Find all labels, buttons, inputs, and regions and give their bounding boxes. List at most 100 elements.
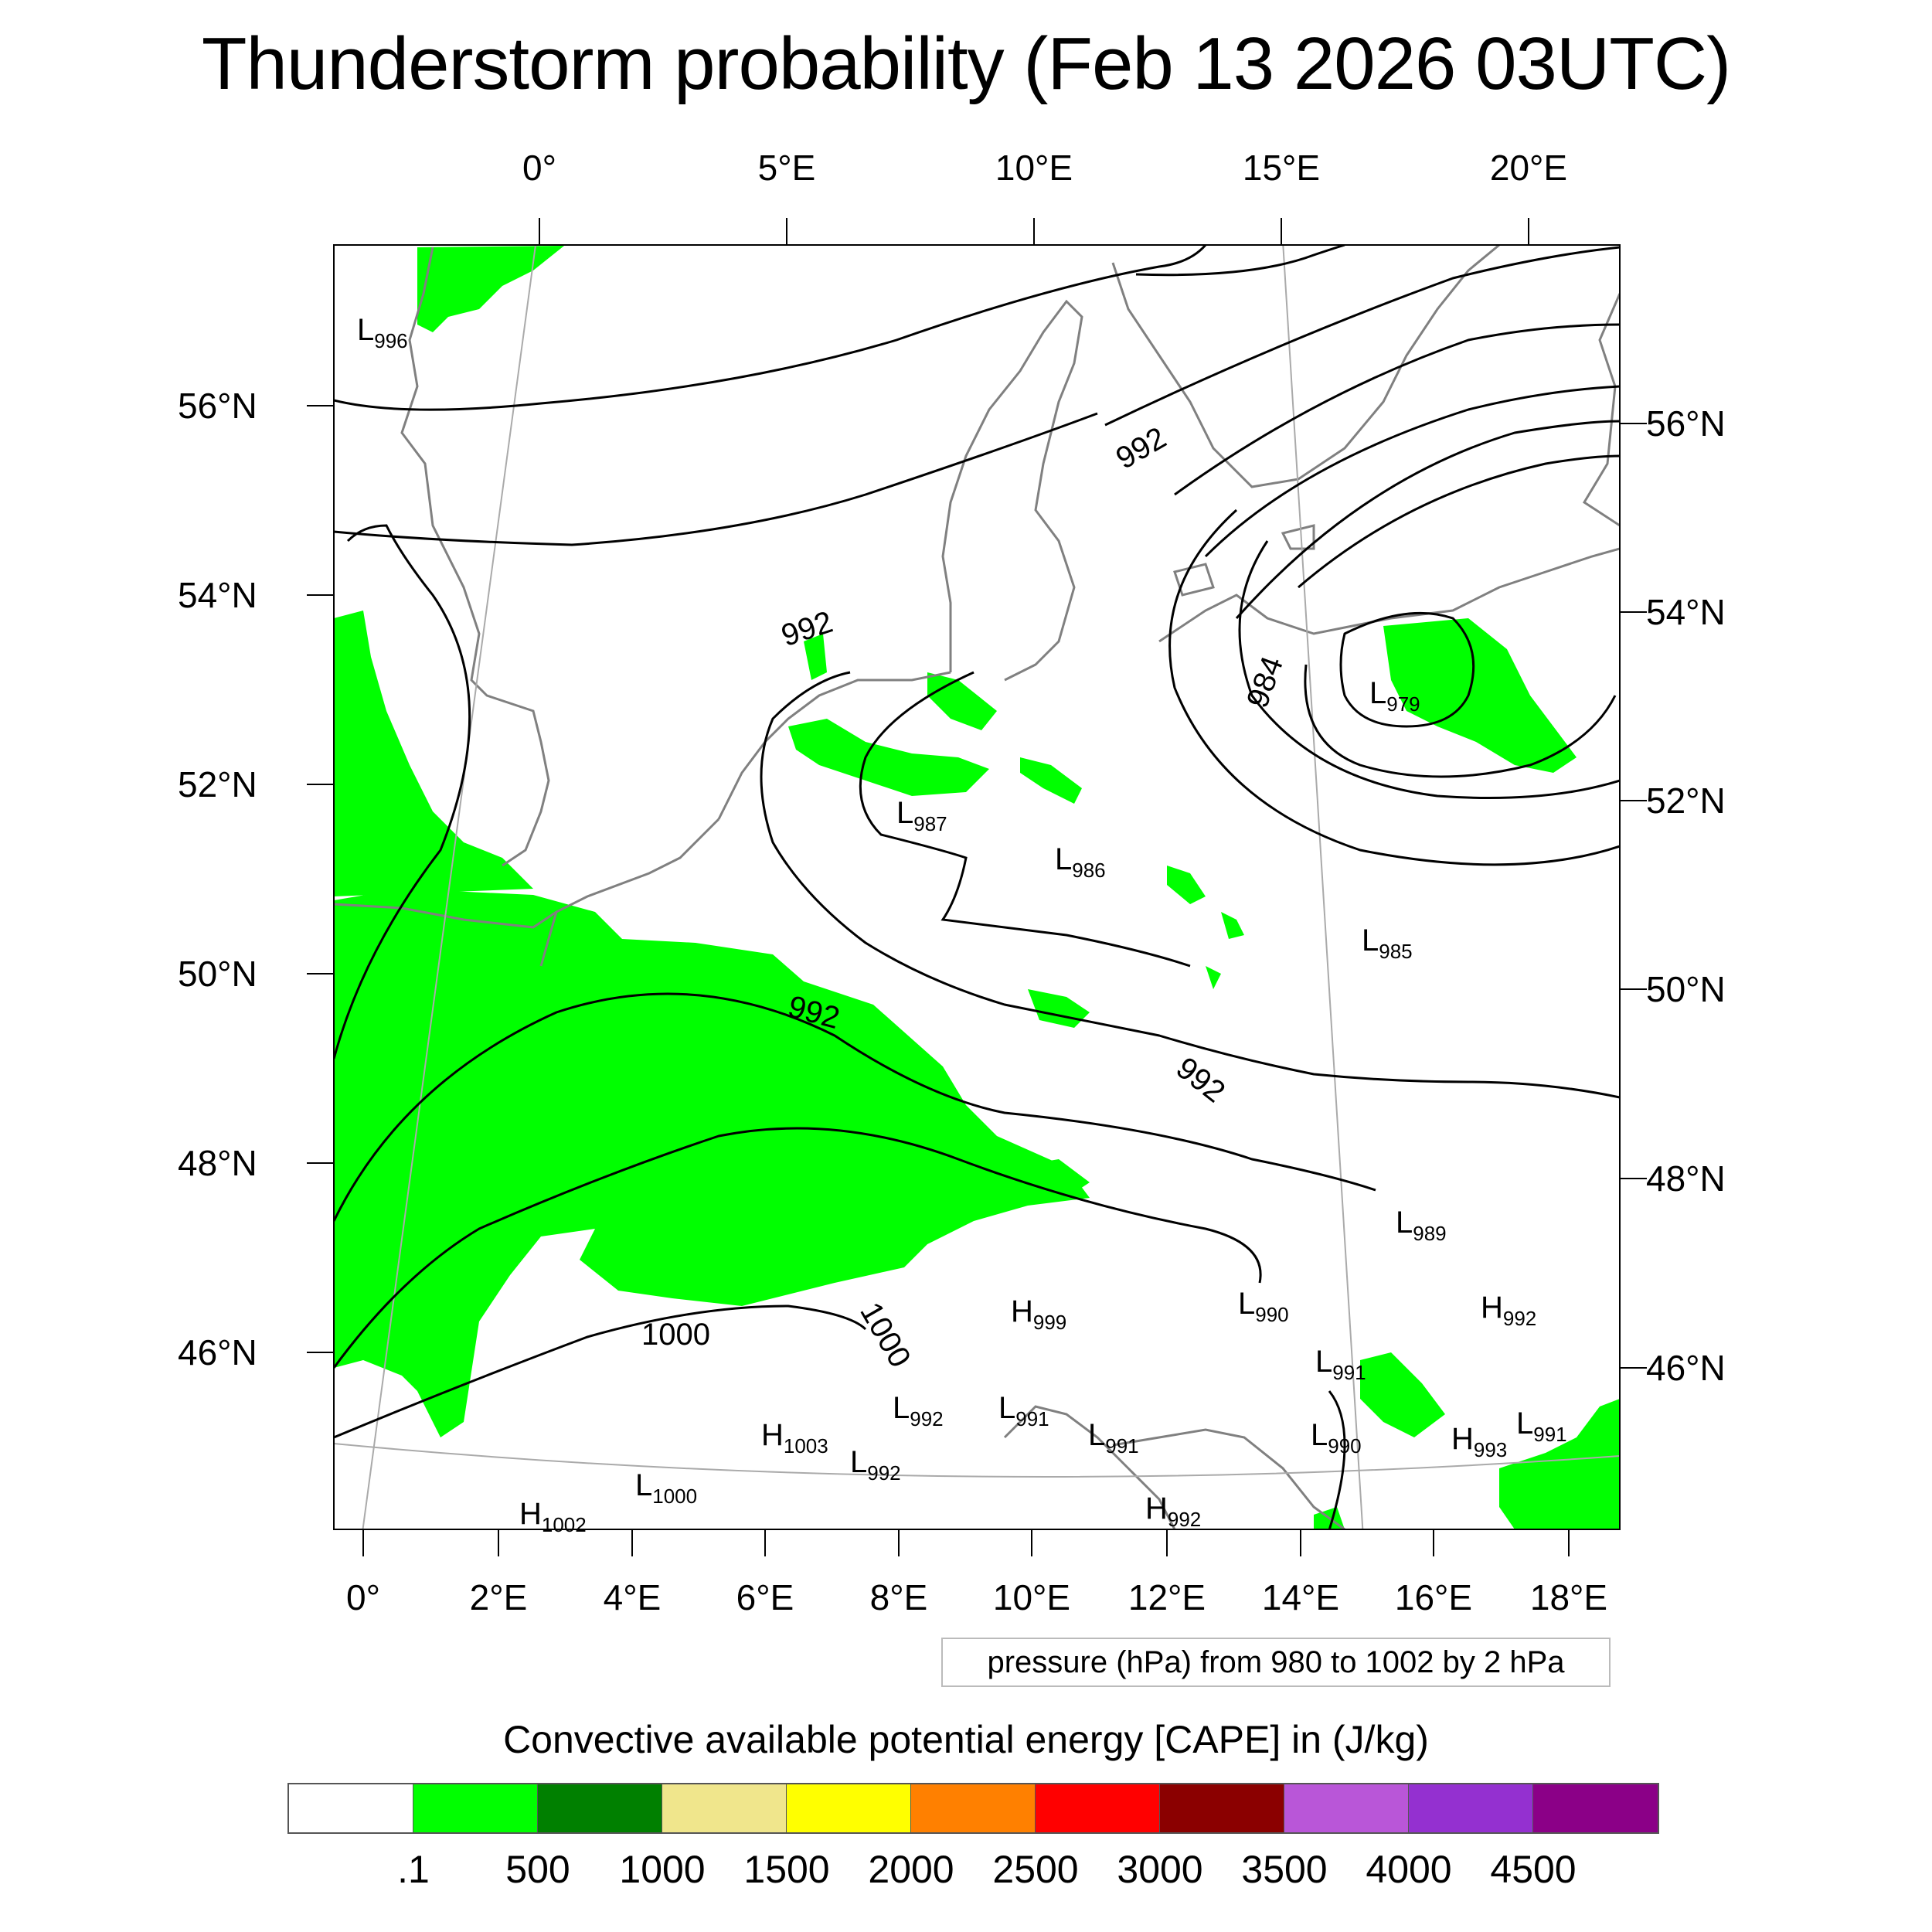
colorbar bbox=[287, 1783, 1659, 1834]
isobar bbox=[334, 1304, 867, 1439]
coastline-france-north bbox=[539, 818, 720, 967]
pressure-info-box: pressure (hPa) from 980 to 1002 by 2 hPa bbox=[941, 1638, 1611, 1687]
colorbar-box bbox=[1160, 1784, 1284, 1832]
isobar bbox=[334, 1127, 1262, 1369]
top-lon-label: 10°E bbox=[995, 148, 1073, 188]
pressure-center: L991 bbox=[1516, 1406, 1567, 1446]
colorbar-box bbox=[787, 1784, 911, 1832]
isobar bbox=[1328, 1390, 1346, 1529]
tick-marks bbox=[307, 218, 1647, 1556]
isobar bbox=[1339, 611, 1475, 728]
colorbar-box bbox=[911, 1784, 1036, 1832]
pressure-center: L986 bbox=[1055, 842, 1106, 882]
colorbar-label: 3500 bbox=[1241, 1848, 1328, 1891]
cape-area bbox=[1221, 912, 1244, 939]
isobar bbox=[1104, 246, 1620, 427]
pressure-center: H1003 bbox=[761, 1418, 828, 1458]
parallel-45n bbox=[334, 1443, 1620, 1478]
pressure-center: L992 bbox=[850, 1445, 901, 1485]
pressure-center: L990 bbox=[1238, 1287, 1289, 1326]
cape-area bbox=[1020, 757, 1082, 804]
top-lon-label: 5°E bbox=[757, 148, 816, 188]
isobar bbox=[1135, 245, 1345, 277]
cape-area bbox=[334, 889, 1090, 1437]
colorbar-label: .1 bbox=[397, 1848, 430, 1891]
left-lat-label: 50°N bbox=[178, 954, 257, 994]
pressure-center: L991 bbox=[1315, 1345, 1366, 1384]
colorbar-title: Convective available potential energy [C… bbox=[503, 1718, 1429, 1761]
coastline-italy bbox=[1003, 1405, 1176, 1529]
right-lat-label: 46°N bbox=[1646, 1348, 1726, 1388]
bottom-lon-label: 4°E bbox=[603, 1577, 662, 1617]
isobar bbox=[334, 412, 1098, 546]
top-lon-label: 0° bbox=[522, 148, 556, 188]
pressure-center: L991 bbox=[1088, 1418, 1139, 1458]
isobar bbox=[334, 524, 471, 1060]
colorbar-box bbox=[1284, 1784, 1409, 1832]
pressure-center: L992 bbox=[893, 1391, 944, 1430]
cape-fill-layer bbox=[334, 246, 1620, 1529]
colorbar-box bbox=[1533, 1784, 1658, 1832]
coastline-scandinavia-east bbox=[1582, 293, 1620, 527]
pressure-center: L987 bbox=[896, 796, 947, 835]
left-lat-label: 46°N bbox=[178, 1332, 257, 1372]
coastline-britain-east bbox=[400, 247, 550, 867]
cape-area bbox=[1012, 1159, 1090, 1198]
bottom-lon-label: 2°E bbox=[469, 1577, 528, 1617]
top-lon-label: 20°E bbox=[1489, 148, 1568, 188]
isobar bbox=[334, 992, 1376, 1222]
colorbar-label: 1000 bbox=[619, 1848, 706, 1891]
cape-area bbox=[1360, 1352, 1445, 1437]
top-lon-label: 15°E bbox=[1242, 148, 1321, 188]
cape-area bbox=[1206, 966, 1221, 989]
bottom-lon-label: 10°E bbox=[992, 1577, 1071, 1617]
bottom-lon-label: 18°E bbox=[1529, 1577, 1608, 1617]
colorbar-box bbox=[1409, 1784, 1533, 1832]
isobar-layer bbox=[334, 245, 1620, 1529]
cape-area bbox=[334, 611, 533, 896]
contour-label: 1000 bbox=[641, 1318, 710, 1352]
colorbar-box bbox=[413, 1784, 538, 1832]
isobar bbox=[1235, 420, 1620, 619]
isobar bbox=[760, 671, 1620, 1099]
meridian-0 bbox=[362, 245, 537, 1529]
left-lat-label: 56°N bbox=[178, 386, 257, 426]
coastline-adriatic bbox=[1112, 1428, 1345, 1529]
colorbar-label: 3000 bbox=[1117, 1848, 1203, 1891]
isobar bbox=[1304, 664, 1617, 778]
pressure-center: H1002 bbox=[519, 1497, 587, 1536]
map-title: Thunderstorm probability (Feb 13 2026 03… bbox=[201, 22, 1731, 105]
left-lat-label: 48°N bbox=[178, 1143, 257, 1183]
bottom-lon-label: 8°E bbox=[869, 1577, 928, 1617]
pressure-center: L996 bbox=[357, 313, 408, 352]
coastline-britain-south bbox=[334, 903, 557, 929]
pressure-center: L979 bbox=[1369, 676, 1420, 716]
right-lat-label: 54°N bbox=[1646, 592, 1726, 632]
pressure-center: L989 bbox=[1396, 1206, 1447, 1245]
map-background bbox=[334, 245, 1620, 1529]
colorbar-label: 4000 bbox=[1366, 1848, 1452, 1891]
colorbar-label: 4500 bbox=[1490, 1848, 1577, 1891]
colorbar-label: 2000 bbox=[868, 1848, 954, 1891]
isobar bbox=[334, 245, 1207, 411]
colorbar-label: 500 bbox=[505, 1848, 570, 1891]
bottom-lon-label: 14°E bbox=[1261, 1577, 1340, 1617]
cape-area bbox=[417, 246, 564, 332]
cape-area bbox=[1499, 1399, 1620, 1529]
map-frame bbox=[333, 244, 1621, 1530]
isobar bbox=[1238, 540, 1620, 799]
colorbar-label: 1500 bbox=[743, 1848, 830, 1891]
colorbar-box bbox=[1036, 1784, 1160, 1832]
colorbar-box bbox=[289, 1784, 413, 1832]
left-lat-label: 54°N bbox=[178, 575, 257, 615]
colorbar-box bbox=[662, 1784, 787, 1832]
isobar bbox=[1204, 385, 1620, 558]
bottom-lon-label: 16°E bbox=[1394, 1577, 1473, 1617]
left-lat-label: 52°N bbox=[178, 764, 257, 804]
coastline-denmark bbox=[941, 299, 1083, 682]
right-lat-label: 56°N bbox=[1646, 403, 1726, 444]
bottom-lon-label: 12°E bbox=[1128, 1577, 1206, 1617]
isobar bbox=[1298, 454, 1620, 589]
pressure-center: L991 bbox=[998, 1391, 1049, 1430]
